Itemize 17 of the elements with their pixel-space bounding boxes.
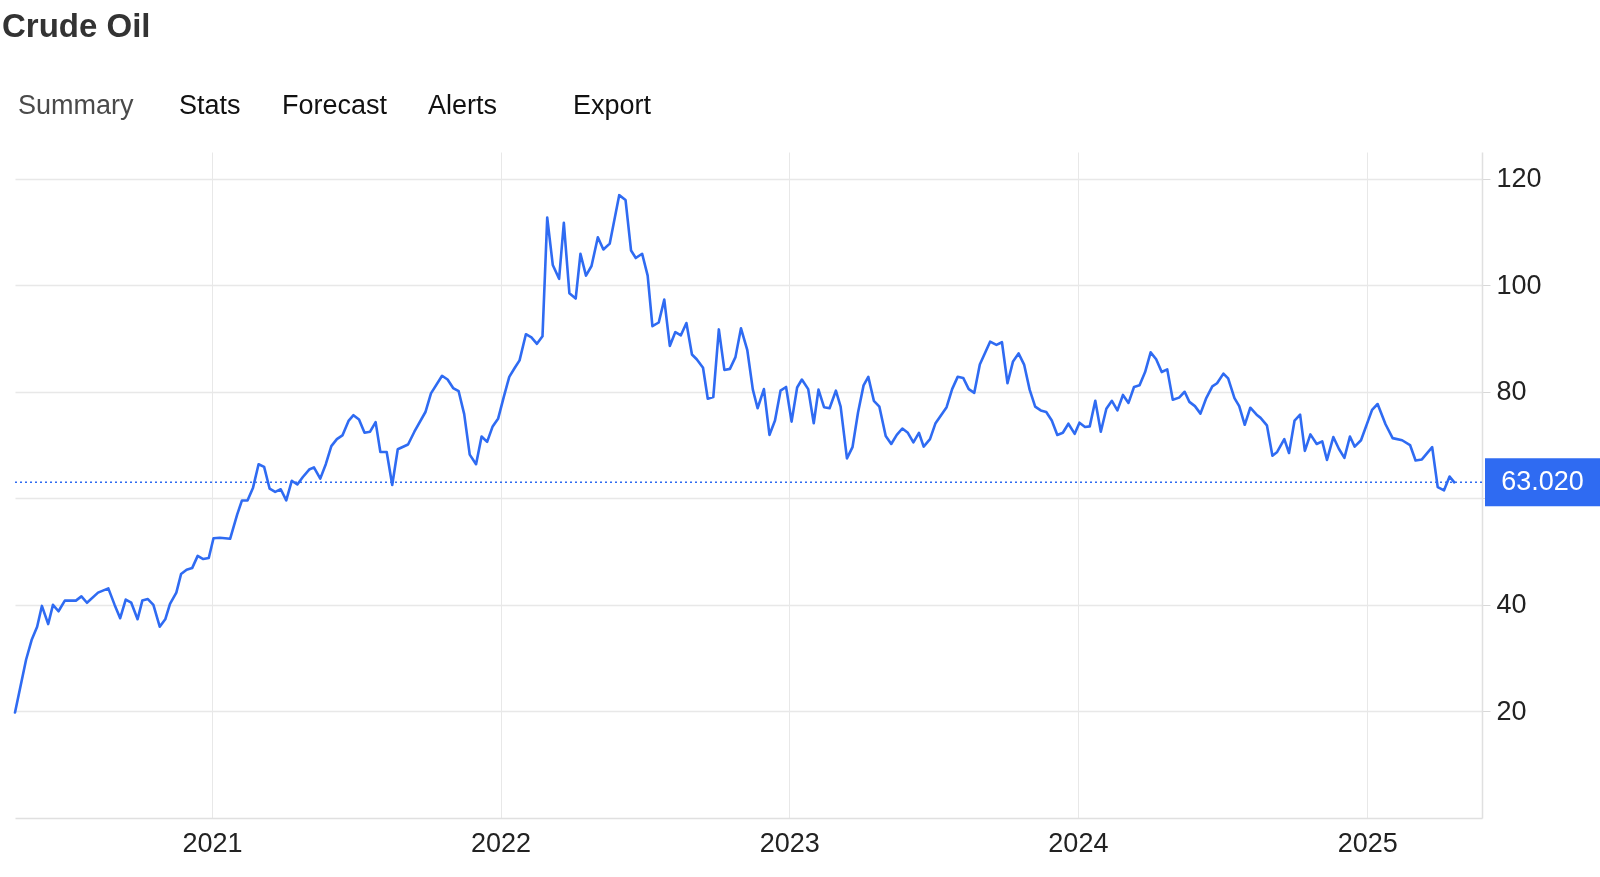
text: Export — [573, 90, 652, 120]
y-tick-label: 120 — [1496, 163, 1542, 194]
x-tick-label: 2022 — [471, 827, 532, 858]
y-tick-label: 40 — [1496, 589, 1527, 620]
x-tick-label: 2025 — [1337, 827, 1398, 858]
text: Stats — [179, 90, 241, 120]
x-tick-label: 2023 — [759, 827, 820, 858]
text: Alerts — [428, 90, 498, 120]
y-tick-label: 20 — [1496, 695, 1527, 726]
x-tick-label: 2021 — [182, 827, 243, 858]
y-tick-label: 100 — [1496, 269, 1542, 300]
y-tick-label: 80 — [1496, 376, 1527, 407]
ref-line-label: 63.020 — [1501, 466, 1584, 497]
chart-title: Crude Oil — [2, 7, 151, 44]
text: Summary — [18, 90, 135, 120]
text: Forecast — [282, 90, 388, 120]
x-tick-label: 2024 — [1048, 827, 1109, 858]
